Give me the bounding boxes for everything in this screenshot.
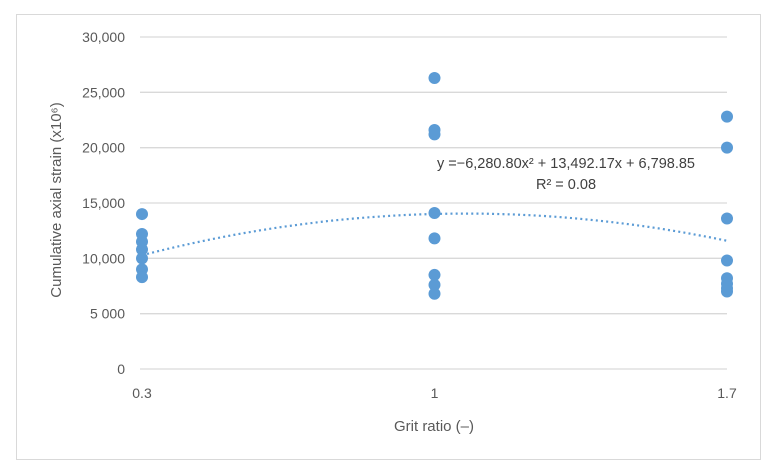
trendline: [141, 212, 728, 257]
y-gridlines: [140, 36, 727, 370]
r-squared-label: R² = 0.08: [536, 177, 596, 193]
y-axis-title: Cumulative axial strain (x10⁶): [48, 102, 65, 297]
data-point: [428, 278, 441, 291]
x-axis-ticks: 0.3 1 1.7: [132, 385, 737, 401]
y-tick-label: 5 000: [90, 306, 125, 322]
y-tick-label: 25,000: [82, 84, 125, 100]
data-point: [136, 208, 148, 221]
data-point: [428, 232, 441, 245]
y-axis-ticks: 0 5 000 10,000 15,000 20,000 25,000 30,000: [82, 29, 125, 377]
data-point: [428, 128, 441, 141]
data-point: [721, 285, 733, 298]
data-point: [136, 252, 148, 265]
x-tick-label: 1.7: [717, 385, 737, 401]
data-point: [428, 206, 441, 219]
y-tick-label: 0: [117, 361, 125, 377]
data-point: [721, 254, 733, 267]
data-point: [721, 141, 733, 154]
x-tick-label: 0.3: [132, 385, 152, 401]
y-tick-label: 20,000: [82, 140, 125, 156]
x-axis-title: Grit ratio (–): [394, 418, 474, 435]
data-point: [428, 287, 441, 300]
data-point: [721, 212, 733, 225]
data-points: [136, 71, 733, 300]
data-point: [136, 243, 148, 256]
data-point: [136, 271, 148, 284]
data-point: [428, 268, 441, 281]
y-tick-label: 30,000: [82, 29, 125, 45]
x-tick-label: 1: [431, 385, 439, 401]
data-point: [428, 71, 441, 84]
y-tick-label: 15,000: [82, 195, 125, 211]
trendline-equation: y =−6,280.80x² + 13,492.17x + 6,798.85: [437, 156, 695, 172]
y-tick-label: 10,000: [82, 250, 125, 266]
data-point: [721, 110, 733, 123]
